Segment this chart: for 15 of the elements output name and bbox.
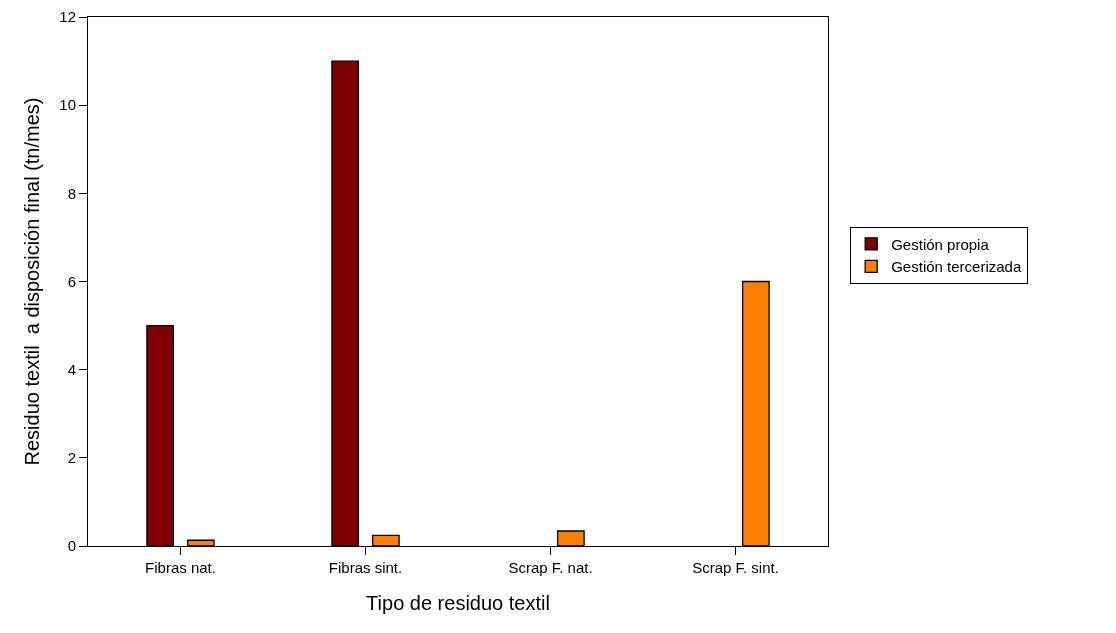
x-tick-label: Scrap F. nat. bbox=[508, 559, 593, 576]
legend-label: Gestión tercerizada bbox=[891, 258, 1022, 276]
y-tick-label: 12 bbox=[59, 8, 76, 26]
y-tick-label: 10 bbox=[59, 96, 76, 114]
y-tick-label: 8 bbox=[67, 184, 76, 202]
y-tick-label: 4 bbox=[67, 360, 76, 378]
x-tick-label: Fibras sint. bbox=[328, 559, 403, 576]
x-tick-label: Scrap F. sint. bbox=[692, 559, 779, 576]
x-tick-label: Fibras nat. bbox=[145, 559, 216, 576]
x-axis-title: Tipo de residuo textil bbox=[366, 591, 550, 614]
legend-label: Gestión propia bbox=[891, 235, 990, 253]
y-tick-label: 2 bbox=[67, 449, 76, 467]
y-tick-label: 6 bbox=[67, 272, 76, 290]
y-tick-label: 0 bbox=[67, 537, 76, 555]
y-axis-title: Residuo textil a disposición final (tn/mes) bbox=[20, 97, 43, 466]
